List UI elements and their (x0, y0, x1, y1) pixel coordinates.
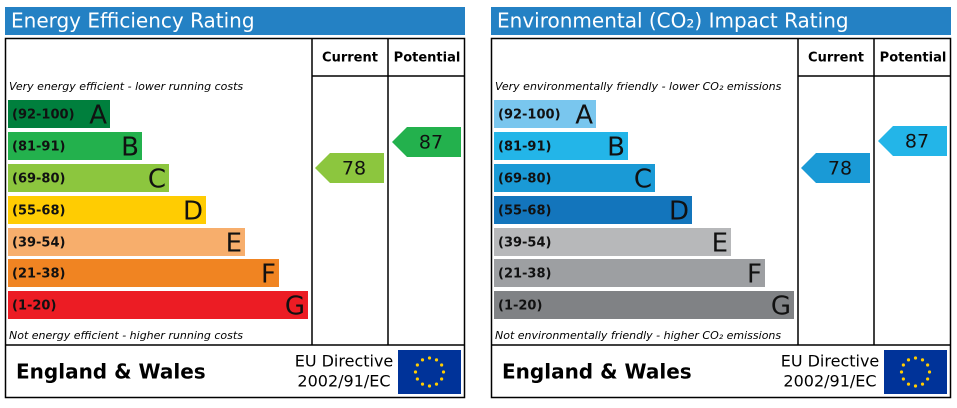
footer-directive: EU Directive (781, 352, 880, 371)
rating-band (8, 164, 169, 192)
panel-title: Energy Efficiency Rating (11, 9, 255, 33)
rating-band (494, 196, 692, 224)
band-range: (81-91) (12, 140, 65, 155)
rating-band (8, 132, 142, 160)
footer-directive: EU Directive (295, 352, 394, 371)
eu-star (901, 377, 905, 381)
column-header: Potential (394, 51, 461, 66)
band-letter: F (261, 260, 276, 290)
panel-frame (4, 37, 466, 399)
title-bar (491, 7, 951, 35)
eu-star (420, 382, 425, 386)
potential-value: 87 (905, 131, 929, 153)
rating-panel: Energy Efficiency Rating Current Potential… (4, 7, 466, 399)
eu-star (926, 363, 930, 367)
eu-star (906, 358, 911, 362)
potential-value: 87 (419, 132, 443, 154)
band-range: (1-20) (12, 299, 56, 314)
eu-star (434, 382, 439, 386)
rating-band (8, 100, 110, 128)
eu-star (901, 363, 905, 367)
current-arrow (315, 153, 384, 183)
rating-band (494, 291, 794, 319)
rating-band (8, 196, 206, 224)
rating-band (494, 259, 765, 287)
band-letter: A (575, 101, 593, 131)
footer-region: England & Wales (16, 360, 206, 384)
rating-band (8, 259, 279, 287)
rating-band (494, 100, 596, 128)
band-letter: B (607, 133, 625, 163)
eu-star (427, 384, 432, 388)
band-range: (21-38) (498, 267, 551, 282)
rating-band (494, 164, 655, 192)
top-note: Very energy efficient - lower running co… (9, 80, 243, 93)
band-range: (92-100) (498, 108, 561, 123)
eu-star (920, 358, 925, 362)
band-letter: C (634, 165, 652, 195)
eu-star (926, 377, 930, 381)
column-header: Current (808, 51, 864, 66)
eu-star (440, 377, 444, 381)
band-letter: B (121, 133, 139, 163)
footer-directive-code: 2002/91/EC (783, 372, 876, 391)
eu-star (434, 358, 439, 362)
eu-star (906, 382, 911, 386)
band-letter: G (285, 292, 305, 322)
eu-star (899, 370, 904, 374)
band-range: (69-80) (498, 172, 551, 187)
title-bar (5, 7, 465, 35)
band-range: (81-91) (498, 140, 551, 155)
current-arrow (801, 153, 870, 183)
potential-arrow (878, 126, 947, 156)
eu-star (913, 356, 918, 360)
band-letter: E (712, 229, 728, 259)
band-range: (92-100) (12, 108, 75, 123)
bottom-note: Not energy efficient - higher running co… (9, 329, 243, 342)
footer-region: England & Wales (502, 360, 692, 384)
eu-star (413, 370, 418, 374)
band-range: (39-54) (12, 236, 65, 251)
rating-band (8, 291, 308, 319)
band-range: (55-68) (498, 204, 551, 219)
rating-band (494, 228, 731, 256)
eu-star (440, 363, 444, 367)
panel-title: Environmental (CO₂) Impact Rating (497, 9, 849, 33)
band-letter: E (226, 229, 242, 259)
eu-star (415, 363, 419, 367)
eu-star (415, 377, 419, 381)
column-header: Current (322, 51, 378, 66)
current-value: 78 (342, 158, 366, 180)
bottom-note: Not environmentally friendly - higher CO… (495, 329, 781, 342)
eu-star (420, 358, 425, 362)
current-value: 78 (828, 158, 852, 180)
rating-band (8, 228, 245, 256)
rating-band (494, 132, 628, 160)
eu-star (441, 370, 446, 374)
panel-frame (490, 37, 952, 399)
band-letter: D (183, 197, 203, 227)
band-letter: G (771, 292, 791, 322)
eu-star (913, 384, 918, 388)
eu-star (920, 382, 925, 386)
eu-star (927, 370, 932, 374)
band-letter: A (89, 101, 107, 131)
band-letter: C (148, 165, 166, 195)
potential-arrow (392, 127, 461, 157)
band-range: (39-54) (498, 236, 551, 251)
rating-panel: Environmental (CO₂) Impact Rating Current… (490, 7, 952, 399)
band-letter: F (747, 260, 762, 290)
column-header: Potential (880, 51, 947, 66)
footer-directive-code: 2002/91/EC (297, 372, 390, 391)
band-range: (69-80) (12, 172, 65, 187)
band-range: (21-38) (12, 267, 65, 282)
eu-star (427, 356, 432, 360)
band-range: (1-20) (498, 299, 542, 314)
band-letter: D (669, 197, 689, 227)
top-note: Very environmentally friendly - lower CO… (495, 80, 782, 93)
band-range: (55-68) (12, 204, 65, 219)
